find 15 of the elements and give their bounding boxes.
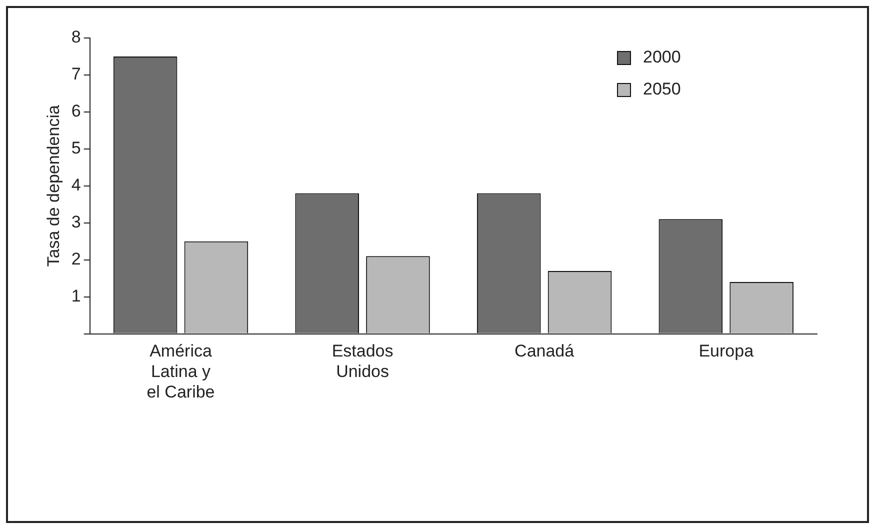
y-tick-label: 4 xyxy=(71,176,81,195)
y-tick-label: 2 xyxy=(71,250,81,269)
y-axis-title: Tasa de dependencia xyxy=(44,104,63,267)
x-tick-label: América Latina y el Caribe xyxy=(146,342,215,402)
legend-label: 2050 xyxy=(643,80,681,99)
y-tick-label: 3 xyxy=(71,212,81,232)
y-tick-label: 7 xyxy=(71,64,81,84)
x-tick-label: Estados Unidos xyxy=(332,342,394,382)
y-tick-label: 8 xyxy=(71,28,81,47)
y-tick-label: 1 xyxy=(71,286,81,306)
x-tick-label: Canadá xyxy=(514,342,575,361)
x-tick-label: Europa xyxy=(698,342,754,361)
legend-label: 2000 xyxy=(643,48,681,67)
y-tick-label: 6 xyxy=(71,102,81,121)
y-tick-label: 5 xyxy=(71,138,81,158)
